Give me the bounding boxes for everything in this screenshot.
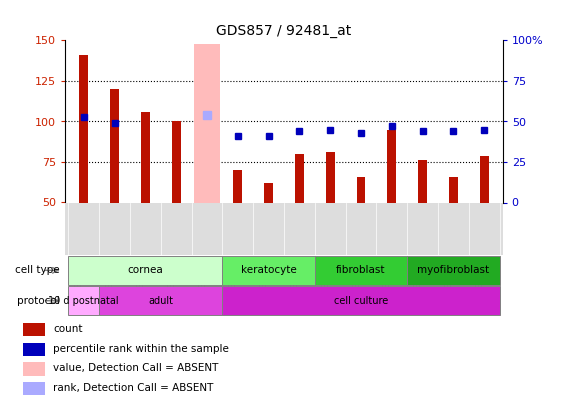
Bar bbox=[110, 89, 119, 202]
Text: value, Detection Call = ABSENT: value, Detection Call = ABSENT bbox=[53, 363, 219, 373]
Bar bbox=[449, 177, 458, 202]
Bar bbox=[315, 256, 407, 285]
Text: rank, Detection Call = ABSENT: rank, Detection Call = ABSENT bbox=[53, 383, 214, 393]
Bar bbox=[194, 44, 220, 203]
Bar bbox=[68, 286, 99, 315]
Bar bbox=[23, 362, 45, 375]
Text: percentile rank within the sample: percentile rank within the sample bbox=[53, 344, 229, 354]
Bar bbox=[223, 286, 500, 315]
Bar bbox=[68, 256, 223, 285]
Bar bbox=[99, 286, 223, 315]
Bar bbox=[23, 323, 45, 337]
Bar bbox=[80, 55, 88, 202]
Bar bbox=[264, 183, 273, 202]
Text: count: count bbox=[53, 324, 83, 334]
Text: cell culture: cell culture bbox=[334, 296, 388, 306]
Text: keratocyte: keratocyte bbox=[241, 265, 296, 275]
Bar bbox=[23, 343, 45, 356]
Bar bbox=[387, 130, 396, 202]
Bar bbox=[326, 152, 335, 202]
Bar bbox=[357, 177, 365, 202]
Text: myofibroblast: myofibroblast bbox=[417, 265, 490, 275]
Text: fibroblast: fibroblast bbox=[336, 265, 386, 275]
Text: cell type: cell type bbox=[15, 265, 60, 275]
Bar bbox=[223, 256, 315, 285]
Bar bbox=[418, 160, 427, 202]
Text: cornea: cornea bbox=[128, 265, 163, 275]
Bar bbox=[295, 154, 304, 202]
Title: GDS857 / 92481_at: GDS857 / 92481_at bbox=[216, 24, 352, 38]
Text: protocol: protocol bbox=[17, 296, 60, 306]
Bar bbox=[141, 112, 150, 202]
Bar bbox=[172, 122, 181, 202]
Text: adult: adult bbox=[148, 296, 173, 306]
Bar bbox=[480, 156, 488, 202]
Bar bbox=[233, 170, 242, 202]
Text: 10 d postnatal: 10 d postnatal bbox=[48, 296, 119, 306]
Bar bbox=[23, 382, 45, 395]
Bar bbox=[407, 256, 500, 285]
